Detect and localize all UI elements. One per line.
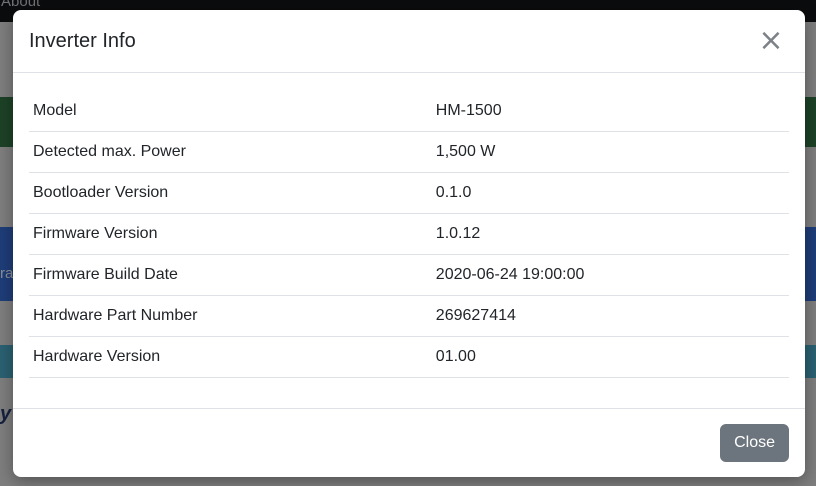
row-value: 1.0.12 — [431, 213, 789, 255]
inverter-info-table: Model HM-1500 Detected max. Power 1,500 … — [29, 91, 789, 378]
row-label: Firmware Version — [29, 213, 432, 255]
row-label: Hardware Part Number — [29, 295, 432, 337]
row-label: Model — [29, 91, 432, 132]
table-row: Model HM-1500 — [29, 91, 789, 132]
table-row: Detected max. Power 1,500 W — [29, 131, 789, 173]
row-value: 1,500 W — [431, 131, 789, 173]
row-value: HM-1500 — [431, 91, 789, 132]
row-label: Bootloader Version — [29, 172, 432, 214]
row-label: Firmware Build Date — [29, 254, 432, 296]
inverter-info-modal: Inverter Info × Model HM-1500 Detected m… — [13, 10, 805, 477]
table-row: Hardware Part Number 269627414 — [29, 295, 789, 337]
modal-body: Model HM-1500 Detected max. Power 1,500 … — [13, 73, 805, 408]
table-row: Hardware Version 01.00 — [29, 336, 789, 378]
table-row: Firmware Build Date 2020-06-24 19:00:00 — [29, 254, 789, 296]
row-value: 0.1.0 — [431, 172, 789, 214]
background-heading-fragment: y — [0, 403, 12, 425]
modal-header: Inverter Info × — [13, 10, 805, 73]
row-value: 269627414 — [431, 295, 789, 337]
table-row: Bootloader Version 0.1.0 — [29, 172, 789, 214]
modal-title: Inverter Info — [29, 30, 136, 52]
table-row: Firmware Version 1.0.12 — [29, 213, 789, 255]
background-text-fragment: ra — [0, 265, 14, 282]
row-label: Hardware Version — [29, 336, 432, 378]
close-icon[interactable]: × — [755, 25, 787, 57]
row-label: Detected max. Power — [29, 131, 432, 173]
row-value: 2020-06-24 19:00:00 — [431, 254, 789, 296]
close-button[interactable]: Close — [720, 424, 789, 462]
row-value: 01.00 — [431, 336, 789, 378]
modal-footer: Close — [13, 408, 805, 477]
nav-item-about[interactable]: About — [1, 0, 41, 10]
